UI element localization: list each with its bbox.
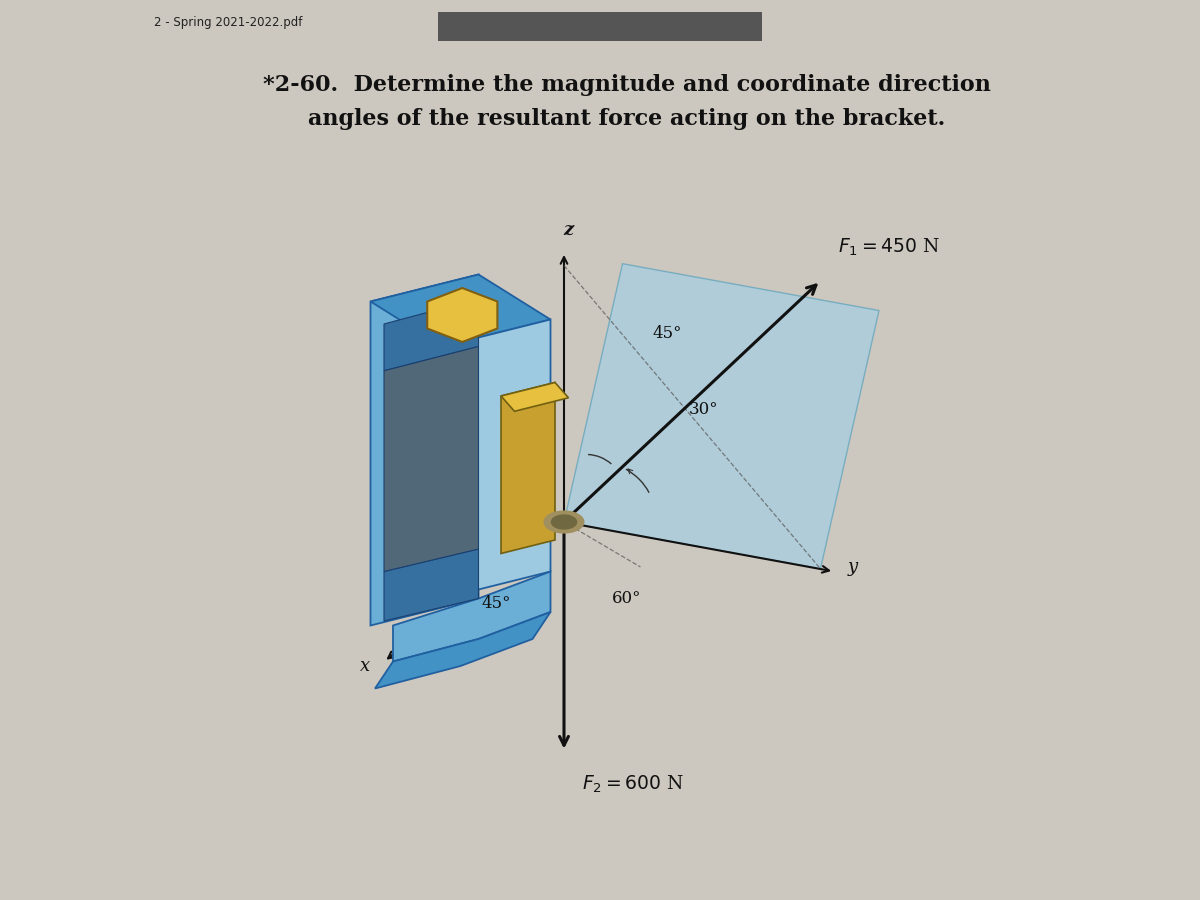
Text: z: z <box>563 220 574 238</box>
Polygon shape <box>371 274 479 626</box>
Text: $F_1 = 450$ N: $F_1 = 450$ N <box>839 237 941 258</box>
Text: *2-60.  Determine the magnitude and coordinate direction: *2-60. Determine the magnitude and coord… <box>263 75 991 96</box>
Bar <box>438 12 762 40</box>
Text: angles of the resultant force acting on the bracket.: angles of the resultant force acting on … <box>308 108 946 130</box>
Text: 45°: 45° <box>481 595 511 611</box>
Polygon shape <box>384 299 479 371</box>
Polygon shape <box>427 288 497 342</box>
Text: y: y <box>847 558 858 576</box>
Polygon shape <box>502 382 554 554</box>
Polygon shape <box>374 612 551 688</box>
Text: 60°: 60° <box>612 590 642 607</box>
Polygon shape <box>394 572 551 662</box>
Text: 45°: 45° <box>653 325 683 341</box>
Polygon shape <box>443 320 551 598</box>
Polygon shape <box>552 515 577 529</box>
Text: $F_2 = 600$ N: $F_2 = 600$ N <box>582 774 684 796</box>
Text: 2 - Spring 2021-2022.pdf: 2 - Spring 2021-2022.pdf <box>155 16 302 29</box>
Polygon shape <box>371 274 551 346</box>
Text: x: x <box>360 657 371 675</box>
Polygon shape <box>502 382 569 411</box>
Polygon shape <box>564 264 878 569</box>
Polygon shape <box>384 346 479 572</box>
Polygon shape <box>384 549 479 621</box>
Polygon shape <box>545 511 583 533</box>
Text: 30°: 30° <box>689 401 719 418</box>
